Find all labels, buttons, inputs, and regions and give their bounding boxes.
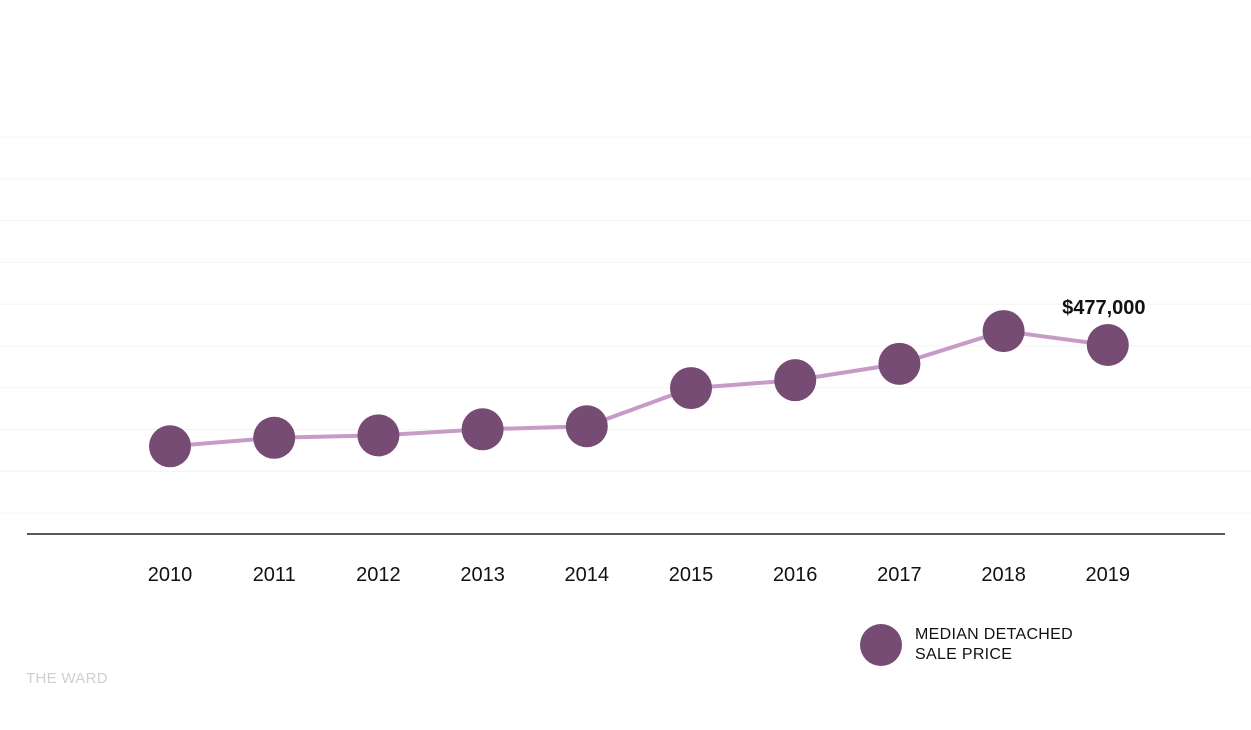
data-point-2011 [253, 416, 296, 459]
data-label-2019: $477,000 [1062, 297, 1145, 319]
data-point-2012 [357, 414, 400, 457]
legend-label-line1: MEDIAN DETACHED [915, 626, 1073, 643]
x-tick-label: 2011 [253, 564, 296, 586]
x-tick-label: 2012 [356, 564, 401, 586]
x-tick-label: 2016 [773, 564, 818, 586]
data-point-2019 [1086, 324, 1129, 367]
data-point-2010 [149, 425, 191, 468]
x-tick-label: 2019 [1086, 564, 1131, 586]
x-tick-label: 2010 [148, 564, 193, 586]
credit-watermark: THE WARD [26, 670, 108, 687]
x-tick-label: 2014 [565, 564, 610, 586]
x-tick-label: 2018 [981, 564, 1026, 586]
legend-label-line2: SALE PRICE [915, 646, 1013, 663]
data-point-2013 [461, 408, 504, 451]
x-tick-label: 2017 [877, 564, 922, 586]
data-point-2014 [565, 405, 608, 448]
legend-label: MEDIAN DETACHED SALE PRICE [915, 625, 1073, 665]
data-point-2016 [774, 359, 817, 402]
x-tick-label: 2015 [669, 564, 714, 586]
legend: MEDIAN DETACHED SALE PRICE [860, 624, 1073, 666]
series-line [169, 329, 1109, 449]
x-tick-label: 2013 [460, 564, 505, 586]
data-point-2017 [878, 342, 921, 385]
data-point-2015 [670, 367, 712, 410]
data-point-2018 [982, 310, 1025, 353]
legend-swatch [860, 624, 902, 666]
